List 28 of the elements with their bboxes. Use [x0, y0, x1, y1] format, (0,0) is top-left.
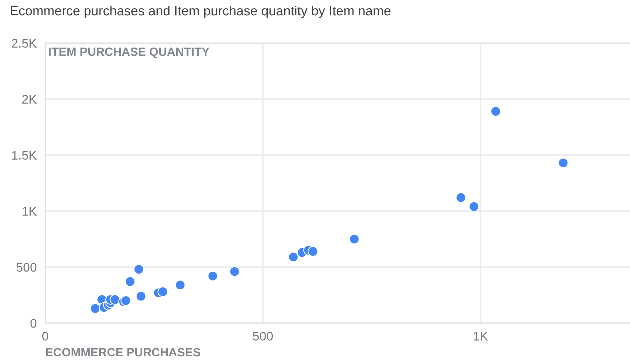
point — [308, 246, 318, 257]
point — [110, 294, 120, 306]
y-tick-label: 1.5K — [12, 151, 38, 160]
point — [349, 234, 360, 245]
point — [490, 106, 502, 117]
point — [456, 192, 466, 204]
x-axis-title: ECOMMERCE PURCHASES — [46, 348, 200, 357]
x-tick-label: 0 — [42, 332, 48, 341]
chart-title: Ecommerce purchases and Item purchase quantity by Item name — [11, 6, 391, 18]
point — [208, 270, 218, 282]
x-tick-label: 500 — [253, 332, 274, 341]
point — [230, 266, 240, 278]
y-tick-label: 500 — [16, 263, 37, 272]
point — [125, 276, 136, 288]
point — [175, 280, 186, 290]
y-tick-label: 0 — [30, 319, 37, 328]
point — [136, 291, 147, 302]
point — [90, 303, 101, 314]
x-tick-label: 1K — [474, 332, 488, 341]
point — [288, 252, 299, 262]
point — [468, 202, 480, 212]
y-axis-title: ITEM PURCHASE QUANTITY — [49, 48, 210, 58]
y-tick-label: 1K — [22, 207, 38, 216]
point — [158, 286, 168, 298]
point — [134, 264, 144, 275]
point — [558, 158, 569, 168]
y-tick-label: 2.5K — [12, 39, 38, 48]
y-tick-label: 2K — [22, 95, 38, 104]
